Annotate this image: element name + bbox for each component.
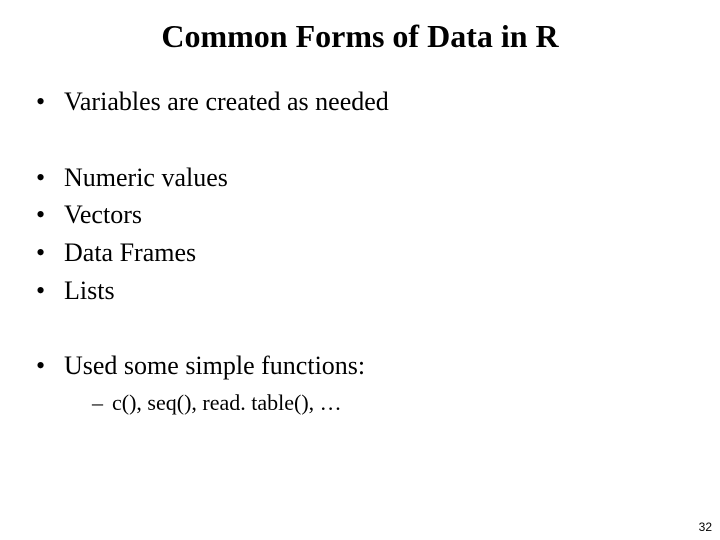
bullet-item: Lists: [36, 272, 684, 310]
sub-bullet-item: c(), seq(), read. table(), …: [92, 387, 684, 419]
bullet-item: Numeric values: [36, 159, 684, 197]
slide-title: Common Forms of Data in R: [0, 0, 720, 83]
sub-bullet-list: c(), seq(), read. table(), …: [64, 387, 684, 419]
page-number: 32: [699, 520, 712, 534]
bullet-group-2: Numeric values Vectors Data Frames Lists: [36, 159, 684, 310]
bullet-item: Vectors: [36, 196, 684, 234]
slide: Common Forms of Data in R Variables are …: [0, 0, 720, 540]
slide-body: Variables are created as needed Numeric …: [0, 83, 720, 419]
spacer: [36, 309, 684, 347]
bullet-item: Used some simple functions: c(), seq(), …: [36, 347, 684, 419]
bullet-item: Variables are created as needed: [36, 83, 684, 121]
bullet-text: Used some simple functions:: [64, 351, 365, 380]
bullet-item: Data Frames: [36, 234, 684, 272]
spacer: [36, 121, 684, 159]
bullet-group-1: Variables are created as needed: [36, 83, 684, 121]
bullet-group-3: Used some simple functions: c(), seq(), …: [36, 347, 684, 419]
